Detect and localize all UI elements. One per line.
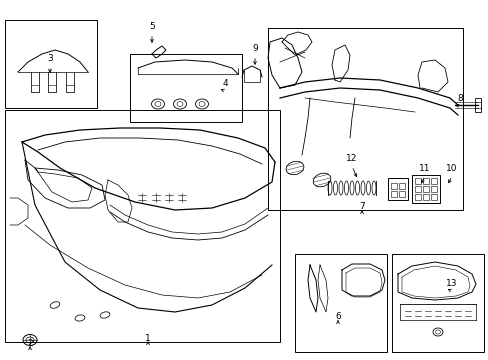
- Text: 8: 8: [456, 94, 462, 103]
- Text: 11: 11: [418, 164, 430, 173]
- Bar: [267, 28, 462, 210]
- Bar: [430, 178, 436, 184]
- Text: 3: 3: [47, 54, 53, 63]
- Bar: [422, 194, 428, 200]
- Bar: [398, 183, 404, 189]
- Bar: [5, 110, 280, 342]
- Bar: [430, 194, 436, 200]
- Bar: [422, 178, 428, 184]
- Text: 2: 2: [27, 339, 33, 348]
- Bar: [474, 98, 480, 112]
- Text: 6: 6: [334, 312, 340, 321]
- Text: 4: 4: [222, 79, 227, 88]
- Bar: [294, 254, 386, 352]
- Text: 1: 1: [145, 334, 151, 343]
- Bar: [390, 183, 396, 189]
- Bar: [422, 186, 428, 192]
- Bar: [398, 191, 404, 197]
- Bar: [387, 178, 407, 200]
- Bar: [414, 194, 420, 200]
- Text: 12: 12: [346, 154, 357, 163]
- Bar: [391, 254, 483, 352]
- Text: 5: 5: [149, 22, 155, 31]
- Bar: [411, 175, 439, 203]
- Text: 7: 7: [358, 202, 364, 211]
- Text: 10: 10: [446, 164, 457, 173]
- Text: 9: 9: [252, 44, 257, 53]
- Bar: [474, 102, 480, 108]
- Bar: [5, 20, 97, 108]
- Bar: [430, 186, 436, 192]
- Bar: [130, 54, 242, 122]
- Text: 13: 13: [446, 279, 457, 288]
- Bar: [390, 191, 396, 197]
- Bar: [414, 178, 420, 184]
- Bar: [414, 186, 420, 192]
